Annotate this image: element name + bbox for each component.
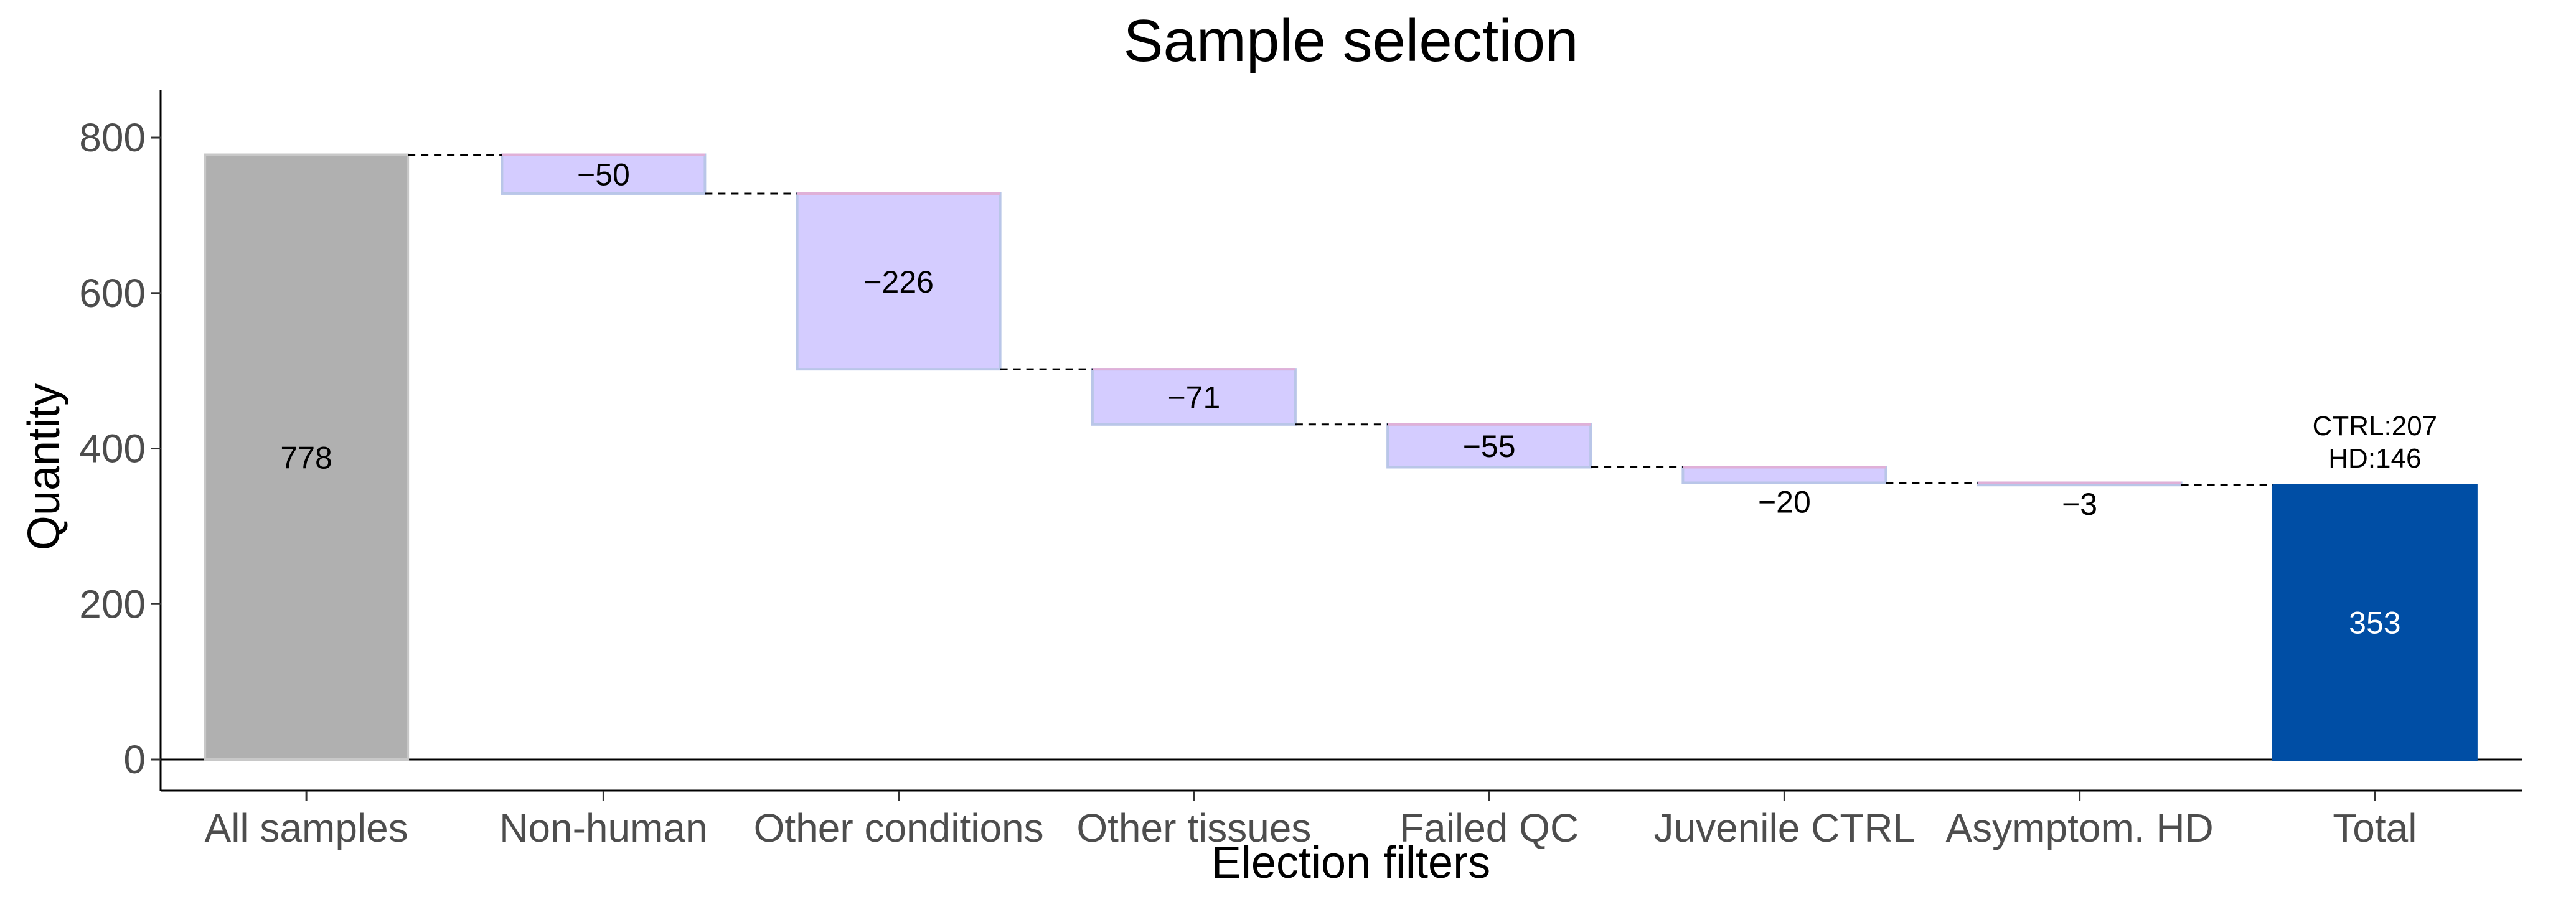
x-tick-label: Asymptom. HD [1945, 806, 2213, 850]
bar-decrease [1091, 368, 1297, 426]
x-tick-label: Non-human [499, 806, 707, 850]
x-tick-label: Total [2333, 806, 2417, 850]
chart-title: Sample selection [1123, 7, 1578, 74]
bar-decrease [1681, 466, 1887, 484]
data-label: 353 [2349, 606, 2400, 641]
y-tick-label: 200 [79, 581, 146, 626]
y-axis-title: Quantity [19, 383, 69, 550]
bar-start [204, 153, 410, 761]
x-tick-label: Other tissues [1076, 806, 1311, 850]
data-label: −50 [577, 157, 630, 192]
plot-area: 0 200 400 600 800 778 −50 −226 −71 −55 −20 −3 353 CTR… [79, 90, 2522, 850]
total-annotation: CTRL:207 [2313, 411, 2438, 441]
data-label: −226 [863, 265, 934, 299]
x-tick-label: All samples [205, 806, 408, 850]
bar-decrease [1386, 423, 1592, 469]
total-annotation: HD:146 [2328, 443, 2421, 474]
x-tick-label: Other conditions [754, 806, 1044, 850]
y-tick-label: 800 [79, 115, 146, 160]
x-tick-label: Juvenile CTRL [1654, 806, 1916, 850]
data-label: −71 [1167, 380, 1220, 415]
y-tick-label: 0 [123, 737, 146, 782]
bar-decrease [501, 153, 707, 195]
bar-total [2272, 484, 2478, 761]
y-tick-label: 400 [79, 426, 146, 471]
data-label: −55 [1463, 429, 1516, 464]
data-label: −3 [2062, 487, 2097, 522]
x-tick-label: Failed QC [1399, 806, 1579, 850]
y-tick-label: 600 [79, 271, 146, 316]
data-label: 778 [280, 440, 332, 475]
x-axis-title: Election filters [1211, 838, 1490, 888]
data-label: −20 [1758, 484, 1811, 519]
